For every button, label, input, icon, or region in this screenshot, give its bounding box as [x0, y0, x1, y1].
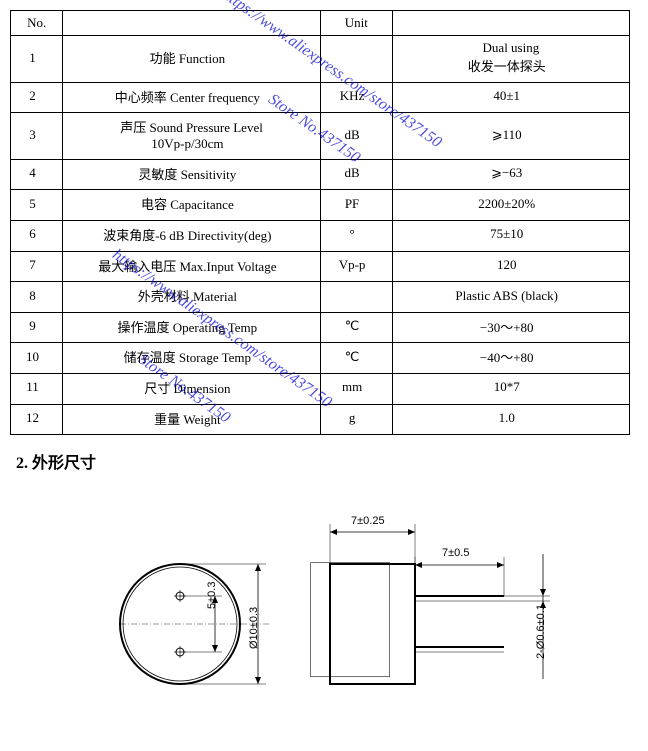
- cell-no: 6↲: [11, 220, 63, 251]
- header-no: No.: [11, 11, 63, 36]
- cell-val: Plastic ABS (black)↲: [392, 282, 629, 313]
- cell-unit: ℃↲: [320, 312, 392, 343]
- cell-no: 10↲: [11, 343, 63, 374]
- dim-pin-pitch: 5±0.3: [206, 582, 218, 609]
- cell-desc: 中心频率 Center frequency↲: [63, 82, 320, 113]
- cell-val: ⩾−63↲: [392, 159, 629, 190]
- cell-val: Dual using收发一体探头↲: [392, 36, 629, 83]
- header-unit: Unit: [320, 11, 392, 36]
- cell-val: 75±10↲: [392, 220, 629, 251]
- cell-unit: ↲: [320, 282, 392, 313]
- dimension-diagram: 5±0.3 Ø10±0.3 7±0.25 7±0.5 2-Ø0.6±0.1: [10, 479, 630, 739]
- cell-val: 10*7↲: [392, 373, 629, 404]
- cell-val: 2200±20%↲: [392, 190, 629, 221]
- spec-table: No. Unit 1↲功能 Function↲↲Dual using收发一体探头…: [10, 10, 630, 435]
- cell-desc: 尺寸 Dimension↲: [63, 373, 320, 404]
- table-row: 3↲声压 Sound Pressure Level10Vp-p/30cm↲dB↲…: [11, 113, 630, 160]
- cell-desc: 功能 Function↲: [63, 36, 320, 83]
- cell-unit: ℃↲: [320, 343, 392, 374]
- table-row: 2↲中心频率 Center frequency↲KHz↲40±1↲: [11, 82, 630, 113]
- table-row: 10↲储存温度 Storage Temp↲℃↲−40～+80↲: [11, 343, 630, 374]
- table-row: 6↲波束角度-6 dB Directivity(deg)↲°↲75±10↲: [11, 220, 630, 251]
- cell-desc: 波束角度-6 dB Directivity(deg)↲: [63, 220, 320, 251]
- cell-desc: 重量 Weight↲: [63, 404, 320, 435]
- cell-desc: 电容 Capacitance↲: [63, 190, 320, 221]
- cell-desc: 声压 Sound Pressure Level10Vp-p/30cm↲: [63, 113, 320, 160]
- section-heading: 2. 外形尺寸: [16, 449, 638, 473]
- table-row: 11↲尺寸 Dimension↲mm↲10*7↲: [11, 373, 630, 404]
- table-row: 4↲灵敏度 Sensitivity↲dB↲⩾−63↲: [11, 159, 630, 190]
- cell-desc: 最大输入电压 Max.Input Voltage↲: [63, 251, 320, 282]
- cell-no: 12↲: [11, 404, 63, 435]
- cell-no: 8↲: [11, 282, 63, 313]
- cell-no: 3↲: [11, 113, 63, 160]
- cell-unit: dB↲: [320, 113, 392, 160]
- table-row: 1↲功能 Function↲↲Dual using收发一体探头↲: [11, 36, 630, 83]
- dim-lead-length: 7±0.5: [442, 547, 469, 559]
- cell-desc: 操作温度 Operating Temp↲: [63, 312, 320, 343]
- cell-no: 7↲: [11, 251, 63, 282]
- cell-val: 120↲: [392, 251, 629, 282]
- cell-no: 2↲: [11, 82, 63, 113]
- cell-val: −30～+80↲: [392, 312, 629, 343]
- table-row: 8↲外壳材料 Material↲↲Plastic ABS (black)↲: [11, 282, 630, 313]
- header-val: [392, 11, 629, 36]
- cell-unit: °↲: [320, 220, 392, 251]
- cell-val: ⩾110↲: [392, 113, 629, 160]
- table-row: 5↲电容 Capacitance↲PF↲2200±20%↲: [11, 190, 630, 221]
- cell-unit: ↲: [320, 36, 392, 83]
- cell-no: 9↲: [11, 312, 63, 343]
- cell-val: −40～+80↲: [392, 343, 629, 374]
- cell-desc: 储存温度 Storage Temp↲: [63, 343, 320, 374]
- table-row: 9↲操作温度 Operating Temp↲℃↲−30～+80↲: [11, 312, 630, 343]
- cell-val: 1.0↲: [392, 404, 629, 435]
- dim-diameter: Ø10±0.3: [248, 607, 260, 649]
- header-desc: [63, 11, 320, 36]
- table-header-row: No. Unit: [11, 11, 630, 36]
- table-row: 12↲重量 Weight↲g↲1.0↲: [11, 404, 630, 435]
- cell-unit: g↲: [320, 404, 392, 435]
- cell-desc: 灵敏度 Sensitivity↲: [63, 159, 320, 190]
- cell-no: 1↲: [11, 36, 63, 83]
- table-row: 7↲最大输入电压 Max.Input Voltage↲Vp-p↲120↲: [11, 251, 630, 282]
- dim-lead-dia: 2-Ø0.6±0.1: [535, 604, 547, 659]
- cell-unit: dB↲: [320, 159, 392, 190]
- cell-unit: mm↲: [320, 373, 392, 404]
- cell-unit: KHz↲: [320, 82, 392, 113]
- cell-unit: Vp-p↲: [320, 251, 392, 282]
- cell-desc: 外壳材料 Material↲: [63, 282, 320, 313]
- cell-unit: PF↲: [320, 190, 392, 221]
- cell-val: 40±1↲: [392, 82, 629, 113]
- cell-no: 11↲: [11, 373, 63, 404]
- cell-no: 4↲: [11, 159, 63, 190]
- dim-top-width: 7±0.25: [351, 515, 385, 527]
- cell-no: 5↲: [11, 190, 63, 221]
